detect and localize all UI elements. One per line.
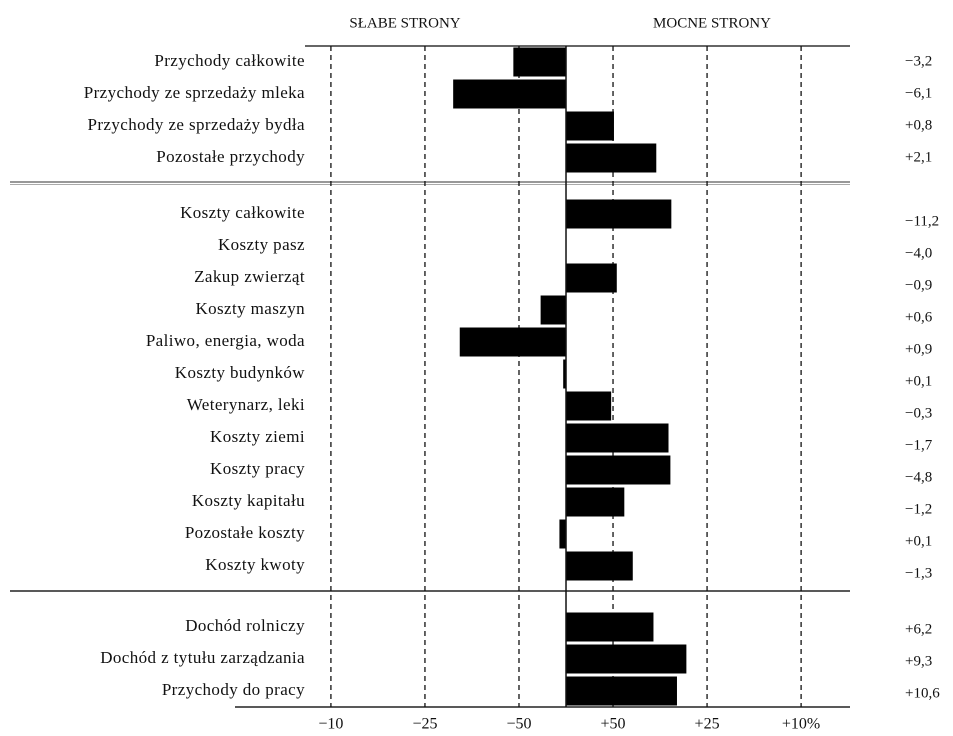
bar — [566, 455, 671, 485]
category-label: Dochód rolniczy — [185, 616, 305, 635]
category-label: Koszty budynków — [175, 363, 306, 382]
x-tick-label: −10 — [318, 716, 343, 733]
bar — [566, 551, 633, 581]
annotation: +0,1 — [905, 533, 932, 549]
bar — [559, 519, 567, 549]
bar — [459, 327, 567, 357]
annotation: +6,2 — [905, 621, 932, 637]
annotation: +9,3 — [905, 653, 932, 669]
annotation: +0,9 — [905, 341, 932, 357]
category-label: Paliwo, energia, woda — [146, 331, 305, 350]
annotation: +0,6 — [905, 309, 933, 325]
x-tick-label: −25 — [412, 716, 437, 733]
category-label: Dochód z tytułu zarządzania — [100, 648, 305, 667]
bar — [453, 79, 567, 109]
category-label: Weterynarz, leki — [187, 395, 305, 414]
category-label: Przychody ze sprzedaży bydła — [88, 115, 306, 134]
category-label: Przychody całkowite — [154, 51, 305, 70]
annotation: −3,2 — [905, 53, 932, 69]
category-label: Przychody do pracy — [162, 680, 305, 699]
x-tick-label: +10% — [782, 716, 820, 733]
bar — [566, 676, 677, 706]
annotation: +10,6 — [905, 685, 940, 701]
annotation: −0,3 — [905, 405, 932, 421]
bar — [513, 47, 567, 77]
bar — [566, 111, 614, 141]
bar — [566, 644, 687, 674]
annotation: −1,2 — [905, 501, 932, 517]
bar — [566, 487, 625, 517]
annotation: −4,8 — [905, 469, 932, 485]
header-strong: MOCNE STRONY — [653, 15, 771, 31]
category-label: Koszty pasz — [218, 235, 305, 254]
x-tick-label: +50 — [601, 716, 626, 733]
category-label: Koszty kwoty — [205, 555, 305, 574]
annotation: −4,0 — [905, 245, 932, 261]
annotation: +2,1 — [905, 149, 932, 165]
annotation: −1,7 — [905, 437, 933, 453]
category-label: Pozostałe przychody — [156, 147, 305, 166]
bar — [566, 199, 672, 229]
annotation: +0,1 — [905, 373, 932, 389]
category-label: Przychody ze sprzedaży mleka — [84, 83, 305, 102]
x-tick-label: −50 — [506, 716, 531, 733]
category-label: Koszty kapitału — [192, 491, 305, 510]
category-label: Koszty pracy — [210, 459, 305, 478]
bar — [566, 143, 657, 173]
annotation: −11,2 — [905, 213, 939, 229]
bar — [566, 612, 654, 642]
annotation: −1,3 — [905, 565, 932, 581]
header-weak: SŁABE STRONY — [349, 15, 460, 31]
category-label: Pozostałe koszty — [185, 523, 305, 542]
category-label: Koszty całkowite — [180, 203, 305, 222]
bar — [566, 423, 669, 453]
bar — [566, 391, 612, 421]
annotation: −6,1 — [905, 85, 932, 101]
bar — [540, 295, 567, 325]
category-label: Koszty maszyn — [195, 299, 305, 318]
x-tick-label: +25 — [695, 716, 720, 733]
annotation: +0,8 — [905, 117, 932, 133]
annotation: −0,9 — [905, 277, 932, 293]
bar — [566, 263, 617, 293]
category-label: Zakup zwierząt — [194, 267, 305, 286]
bar — [563, 359, 567, 389]
category-label: Koszty ziemi — [210, 427, 305, 446]
